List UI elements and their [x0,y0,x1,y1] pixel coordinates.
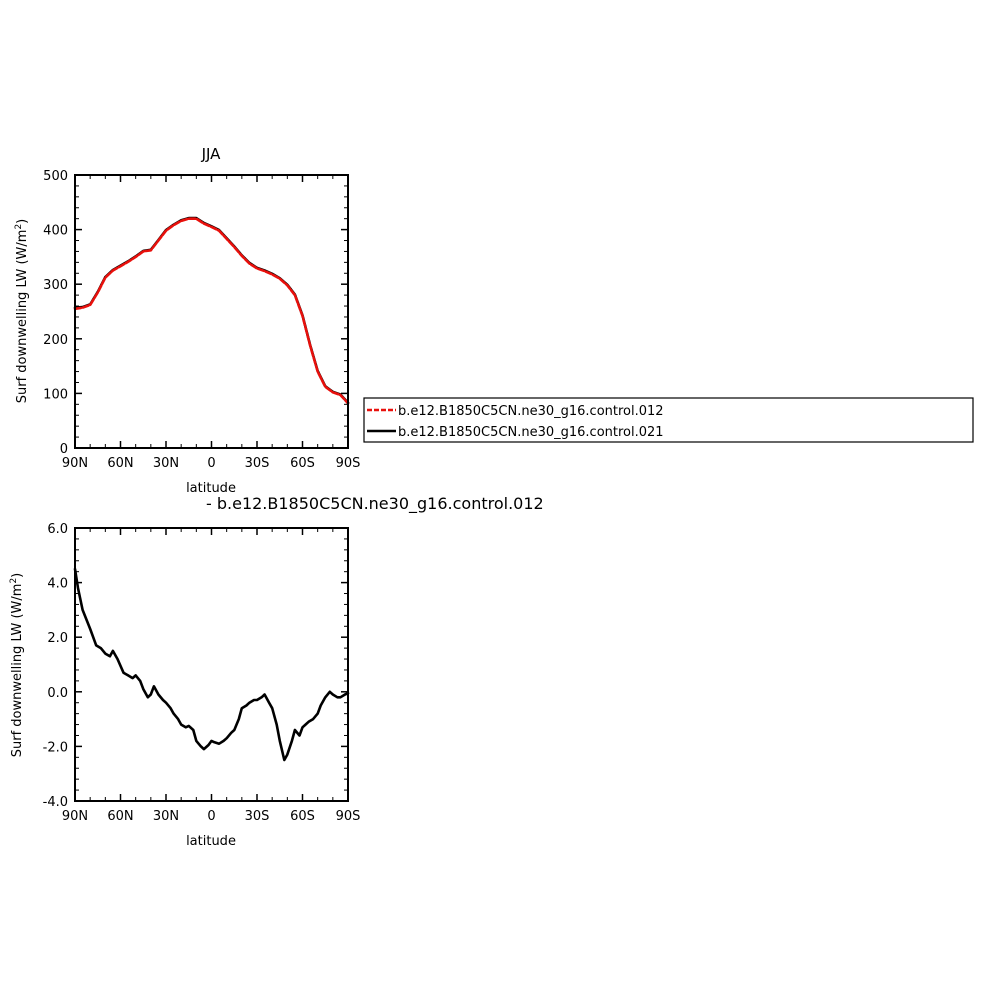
legend-box [363,397,974,443]
bottom-panel-xtick-label: 90N [62,809,88,824]
top-panel: JJA 90N 60N 30N 0 30S 60S 90S0100200300400500 … [14,145,360,496]
top-panel-ytick-label: 500 [43,169,68,184]
top-panel-series-line-1 [73,217,350,405]
legend-label-series-2: b.e12.B1850C5CN.ne30_g16.control.021 [398,425,664,440]
top-panel-xtick-label: 60N [107,456,133,471]
top-panel-ytick-label: 400 [43,224,68,239]
legend-label-series-1: b.e12.B1850C5CN.ne30_g16.control.012 [398,404,664,419]
top-panel-frame [74,174,349,449]
top-panel-ylabel: Surf downwelling LW (W/m2) [14,219,30,404]
bottom-panel-xtick-label: 0 [207,809,215,824]
top-panel-xtick-label: 90N [62,456,88,471]
top-panel-title: JJA [201,145,222,163]
bottom-panel-xtick-label: 60N [107,809,133,824]
legend: b.e12.B1850C5CN.ne30_g16.control.012 b.e… [363,397,974,443]
bottom-panel-xlabel: latitude [186,834,236,849]
bottom-panel-ticks: 90N 60N 30N 0 30S 60S 90S -4.0 -2.0 0.0 2.0 4.0 6.0 [43,522,361,824]
top-panel-xtick-label: 90S [336,456,361,471]
bottom-panel-frame [74,527,349,802]
bottom-panel-ytick-label: 4.0 [47,577,68,592]
top-panel-lines [73,216,350,405]
bottom-panel-ytick-label: -4.0 [43,795,68,810]
top-panel-ytick-label: 100 [43,387,68,402]
top-panel-xtick-label: 0 [207,456,215,471]
bottom-panel-series-line-1 [73,567,350,762]
bottom-panel-lines [73,567,350,762]
top-panel-xtick-label: 30N [153,456,179,471]
top-panel-ytick-label: 300 [43,278,68,293]
bottom-panel-xtick-label: 60S [290,809,315,824]
top-panel-xtick-label: 60S [290,456,315,471]
bottom-panel-ytick-label: 0.0 [47,686,68,701]
bottom-panel-xtick-label: 90S [336,809,361,824]
top-panel-ytick-label: 0 [60,442,68,457]
top-panel-series-line-2 [73,216,350,405]
bottom-panel: - b.e12.B1850C5CN.ne30_g16.control.012 9… [9,494,544,849]
bottom-panel-title: - b.e12.B1850C5CN.ne30_g16.control.012 [206,494,544,514]
top-panel-xlabel: latitude [186,481,236,496]
top-panel-ytick-label: 200 [43,333,68,348]
bottom-panel-xtick-label: 30N [153,809,179,824]
bottom-panel-ytick-label: -2.0 [43,740,68,755]
bottom-panel-xtick-label: 30S [245,809,270,824]
bottom-panel-ylabel: Surf downwelling LW (W/m2) [9,573,25,758]
bottom-panel-ytick-label: 6.0 [47,522,68,537]
bottom-panel-ytick-label: 2.0 [47,631,68,646]
top-panel-ticks: 90N 60N 30N 0 30S 60S 90S 0 100 200 300 400 500 [43,169,360,471]
top-panel-xtick-label: 30S [245,456,270,471]
